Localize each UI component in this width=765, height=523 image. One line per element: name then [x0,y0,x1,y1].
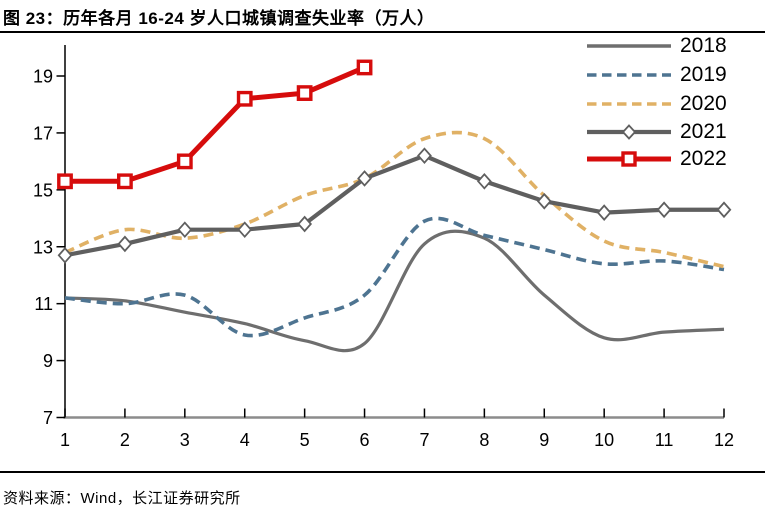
y-axis-tick-label: 9 [43,351,53,371]
marker-diamond-2021 [57,246,73,264]
x-axis-tick-label: 6 [360,430,370,450]
marker-diamond-2021 [177,221,193,239]
marker-square-2022 [356,59,373,76]
legend-label-2022: 2022 [680,147,727,170]
x-axis-tick-label: 9 [539,430,549,450]
legend-line-2019 [587,73,671,77]
x-axis-tick-label: 1 [60,430,70,450]
y-axis-tick-label: 17 [33,123,53,143]
legend-item-2020: 2020 [585,90,727,118]
series-line-2021 [64,153,724,258]
marker-square-2022 [117,173,133,190]
x-axis-tick-label: 10 [594,430,614,450]
marker-diamond-2021 [417,147,432,165]
legend-sample-square [621,151,637,167]
y-axis-tick-label: 19 [33,67,53,87]
x-axis-tick-label: 5 [300,430,310,450]
marker-diamond-2021 [596,204,612,221]
legend-item-2018: 2018 [585,32,727,60]
legend-line-2021 [587,124,671,140]
legend-item-2021: 2021 [585,118,727,146]
marker-diamond-2021 [716,201,732,219]
legend-line-2022 [587,151,671,167]
x-axis-tick-label: 3 [180,430,190,450]
legend-item-2022: 2022 [585,145,727,173]
marker-diamond-2021 [357,170,372,187]
marker-diamond-2021 [656,201,672,219]
source-divider [0,471,765,473]
x-axis-tick-label: 4 [240,430,250,450]
x-axis-tick-label: 7 [419,430,429,450]
marker-square-2022 [296,85,313,101]
legend-line-2018 [587,44,671,48]
marker-square-2022 [176,153,193,170]
series-line-2019 [64,216,725,338]
legend-label-2019: 2019 [680,63,727,86]
series-line-2022 [65,65,366,184]
legend-item-2019: 2019 [585,61,727,89]
y-axis-tick-label: 15 [33,180,53,200]
legend-label-2018: 2018 [680,34,727,57]
series-line-2020 [64,130,725,269]
marker-diamond-2021 [476,172,492,190]
x-axis-tick-label: 12 [714,430,734,450]
x-axis-tick-label: 8 [479,430,489,450]
legend-label-2021: 2021 [680,120,727,143]
chart-title: 图 23：历年各月 16-24 岁人口城镇调查失业率（万人） [3,9,435,28]
marker-diamond-2021 [237,221,253,239]
legend-label-2020: 2020 [680,92,727,115]
source-text: 资料来源：Wind，长江证券研究所 [3,490,241,507]
marker-diamond-2021 [117,235,133,253]
marker-square-2022 [236,90,253,107]
marker-diamond-2021 [536,192,552,210]
legend-sample-diamond [621,124,637,140]
y-axis-tick-label: 13 [33,237,53,257]
series-line-2018 [64,229,725,353]
legend-line-2020 [587,102,671,106]
y-axis-tick-label: 7 [43,408,53,428]
marker-square-2022 [57,173,73,190]
x-axis-tick-label: 2 [120,430,130,450]
marker-diamond-2021 [297,215,313,233]
title-divider [0,31,765,33]
x-axis-tick-label: 11 [655,430,674,450]
y-axis-tick-label: 11 [34,294,53,314]
